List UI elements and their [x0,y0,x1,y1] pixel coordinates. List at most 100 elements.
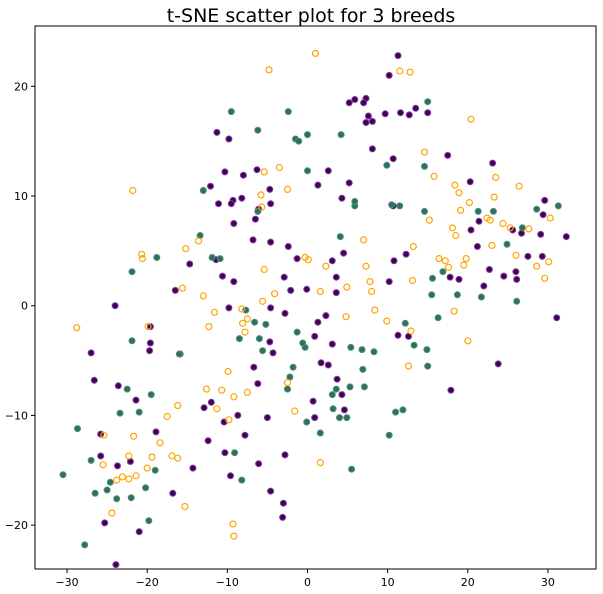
data-point-purple-filled-circle [360,99,368,107]
data-point-purple-filled-circle [405,111,413,119]
data-point-orange-hollow-circle [194,237,203,245]
data-point-green-filled-circle [238,476,246,484]
data-point-purple-filled-circle [112,561,120,569]
data-point-purple-filled-circle [90,376,98,384]
data-point-green-filled-circle [399,406,407,414]
data-point-orange-hollow-circle [465,199,473,207]
data-point-green-filled-circle [304,167,311,175]
data-point-green-filled-circle [151,466,159,474]
data-point-orange-hollow-circle [129,186,137,195]
data-point-green-filled-circle [474,207,482,215]
data-point-purple-filled-circle [475,217,483,225]
data-point-orange-hollow-circle [156,439,164,447]
data-point-orange-hollow-circle [138,250,146,258]
data-point-orange-hollow-circle [144,323,152,331]
data-point-green-filled-circle [242,306,250,314]
data-point-green-filled-circle [216,255,224,263]
data-point-orange-hollow-circle [396,67,404,75]
data-point-purple-filled-circle [389,155,397,163]
data-point-orange-hollow-circle [499,219,507,228]
data-point-purple-filled-circle [328,257,336,265]
data-point-purple-filled-circle [135,528,143,536]
data-point-orange-hollow-circle [360,236,368,244]
data-point-purple-filled-circle [207,398,215,406]
data-point-green-filled-circle [231,449,239,457]
data-point-green-filled-circle [359,365,367,373]
data-point-green-filled-circle [145,517,153,525]
data-point-green-filled-circle [343,414,351,422]
x-tick-label: 30 [541,576,555,589]
data-point-purple-filled-circle [541,196,549,204]
data-point-green-filled-circle [295,137,303,145]
data-point-orange-hollow-circle [366,278,374,286]
data-point-orange-hollow-circle [450,307,458,315]
data-point-orange-hollow-circle [515,182,523,190]
data-point-purple-filled-circle [267,238,275,246]
data-point-green-filled-circle [477,293,485,301]
data-point-orange-hollow-circle [125,475,133,483]
data-point-green-filled-circle [259,347,267,355]
data-point-purple-filled-circle [538,252,546,260]
data-point-orange-hollow-circle [213,405,221,413]
data-point-purple-filled-circle [239,171,247,179]
data-point-purple-filled-circle [234,411,242,419]
data-point-orange-hollow-circle [448,224,457,232]
data-point-purple-filled-circle [266,338,274,346]
data-point-orange-hollow-circle [243,315,251,323]
data-point-orange-hollow-circle [182,245,190,253]
data-point-green-filled-circle [254,126,262,134]
data-point-purple-filled-circle [345,179,353,187]
data-point-green-filled-circle [424,362,432,370]
data-point-purple-filled-circle [227,472,234,480]
data-point-purple-filled-circle [152,428,160,436]
data-point-green-filled-circle [421,207,428,215]
data-point-purple-filled-circle [412,104,420,112]
data-point-orange-hollow-circle [460,261,468,269]
data-point-orange-hollow-circle [174,454,182,462]
data-point-green-filled-circle [513,297,521,305]
data-point-purple-filled-circle [267,304,275,312]
data-point-purple-filled-circle [263,414,271,422]
data-point-green-filled-circle [401,319,409,327]
data-point-purple-filled-circle [524,252,532,260]
data-point-green-filled-circle [91,489,99,497]
data-point-green-filled-circle [304,131,311,139]
data-point-orange-hollow-circle [125,452,133,460]
data-point-orange-hollow-circle [132,472,140,480]
data-point-green-filled-circle [348,465,356,473]
data-point-green-filled-circle [103,486,111,494]
data-point-orange-hollow-circle [265,66,273,74]
data-point-purple-filled-circle [480,282,488,290]
data-point-green-filled-circle [227,108,235,116]
data-point-green-filled-circle [329,405,337,413]
data-point-orange-hollow-circle [408,276,417,285]
data-point-purple-filled-circle [101,519,109,527]
data-point-orange-hollow-circle [545,258,553,266]
x-tick-label: 10 [381,576,395,589]
data-point-orange-hollow-circle [492,173,500,181]
data-point-purple-filled-circle [489,159,497,167]
data-point-orange-hollow-circle [362,262,370,270]
data-point-purple-filled-circle [385,71,393,79]
data-point-purple-filled-circle [267,487,275,495]
data-point-purple-filled-circle [207,182,214,190]
data-point-green-filled-circle [153,254,161,261]
data-point-orange-hollow-circle [383,317,391,325]
data-point-purple-filled-circle [213,128,221,136]
data-point-green-filled-circle [439,268,447,276]
data-point-purple-filled-circle [446,273,454,281]
data-point-green-filled-circle [429,274,436,282]
data-point-orange-hollow-circle [435,255,443,263]
data-point-orange-hollow-circle [138,255,146,263]
data-point-green-filled-circle [347,343,355,351]
data-point-green-filled-circle [423,346,431,354]
data-point-green-filled-circle [199,187,207,194]
data-point-green-filled-circle [328,391,336,399]
data-point-purple-filled-circle [169,489,177,497]
data-point-purple-filled-circle [397,109,404,117]
data-point-green-filled-circle [87,456,95,464]
data-point-green-filled-circle [332,385,340,393]
data-point-purple-filled-circle [249,236,257,244]
data-point-purple-filled-circle [385,278,393,286]
data-point-purple-filled-circle [345,99,353,107]
